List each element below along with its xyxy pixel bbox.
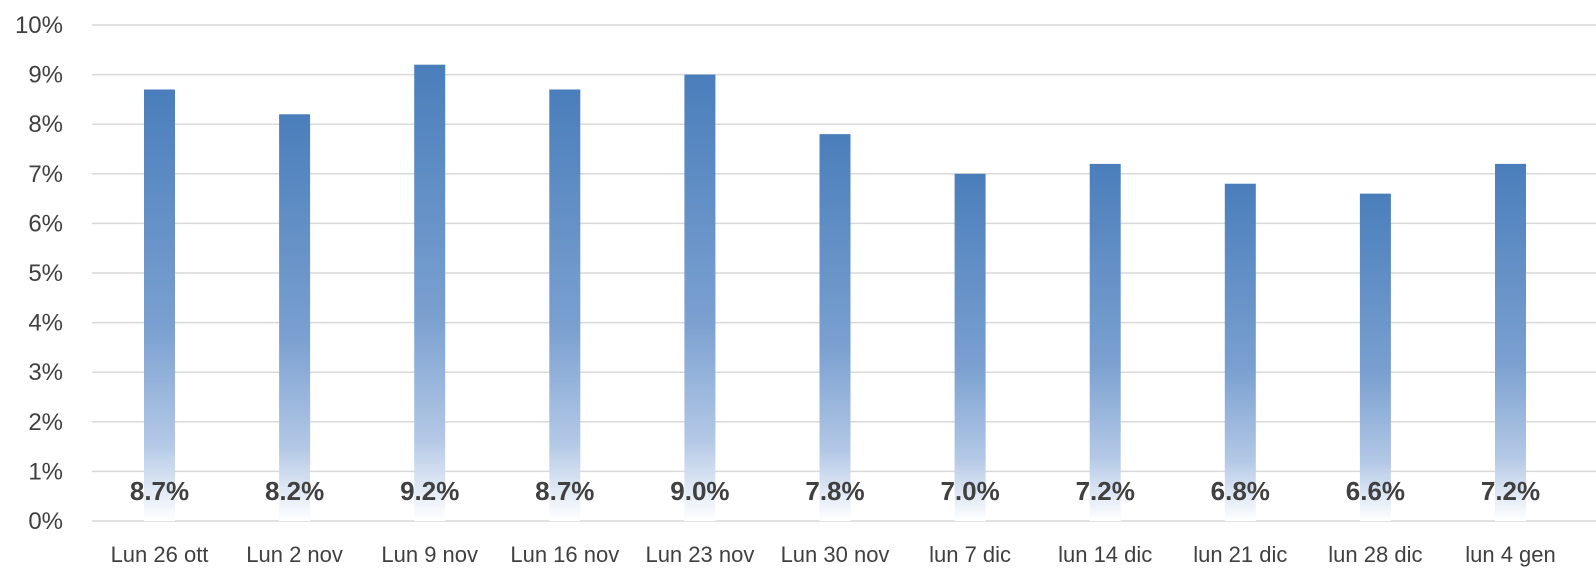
x-category-label: lun 7 dic	[929, 542, 1011, 567]
y-tick-label: 9%	[28, 62, 63, 89]
data-label: 6.8%	[1211, 476, 1270, 506]
data-label: 8.7%	[535, 476, 594, 506]
x-category-label: lun 21 dic	[1193, 542, 1287, 567]
bars	[144, 64, 1526, 522]
data-label: 7.8%	[805, 476, 864, 506]
y-tick-label: 10%	[15, 12, 63, 39]
bar	[819, 134, 851, 521]
y-tick-label: 7%	[28, 161, 63, 188]
bar	[684, 74, 716, 521]
data-label: 8.7%	[130, 476, 189, 506]
bar	[1359, 193, 1391, 521]
y-tick-label: 4%	[28, 310, 63, 337]
data-label: 7.2%	[1076, 476, 1135, 506]
data-label: 9.0%	[670, 476, 729, 506]
x-category-label: Lun 30 nov	[781, 542, 890, 567]
x-category-label: lun 14 dic	[1058, 542, 1152, 567]
bar	[954, 173, 986, 522]
y-tick-label: 5%	[28, 260, 63, 287]
y-tick-label: 8%	[28, 111, 63, 138]
bar	[549, 89, 581, 521]
x-category-label: Lun 23 nov	[645, 542, 754, 567]
y-axis-tick-labels: 0% 1% 2% 3% 4% 5% 6% 7% 8% 9% 10%	[15, 12, 63, 535]
bar	[1224, 183, 1256, 521]
x-axis-category-labels: Lun 26 ott Lun 2 nov Lun 9 nov Lun 16 nov Lu…	[111, 542, 1556, 567]
bar	[1089, 163, 1121, 521]
data-label: 9.2%	[400, 476, 459, 506]
data-label: 6.6%	[1346, 476, 1405, 506]
bar	[414, 64, 446, 522]
x-category-label: Lun 26 ott	[111, 542, 209, 567]
data-labels: 8.7% 8.2% 9.2% 8.7% 9.0% 7.8% 7.0% 7.2% 6.8% 6.6%…	[130, 476, 1540, 506]
bar	[279, 114, 311, 521]
x-category-label: Lun 9 nov	[381, 542, 478, 567]
x-category-label: lun 28 dic	[1328, 542, 1422, 567]
y-tick-label: 0%	[28, 508, 63, 535]
bar	[144, 89, 175, 521]
bar	[1495, 163, 1526, 521]
x-category-label: Lun 16 nov	[510, 542, 619, 567]
y-tick-label: 3%	[28, 359, 63, 386]
y-tick-label: 2%	[28, 409, 63, 436]
data-label: 8.2%	[265, 476, 324, 506]
y-tick-label: 1%	[28, 458, 63, 485]
x-category-label: Lun 2 nov	[246, 542, 343, 567]
data-label: 7.0%	[940, 476, 999, 506]
data-label: 7.2%	[1481, 476, 1540, 506]
y-tick-label: 6%	[28, 210, 63, 237]
x-category-label: lun 4 gen	[1465, 542, 1556, 567]
